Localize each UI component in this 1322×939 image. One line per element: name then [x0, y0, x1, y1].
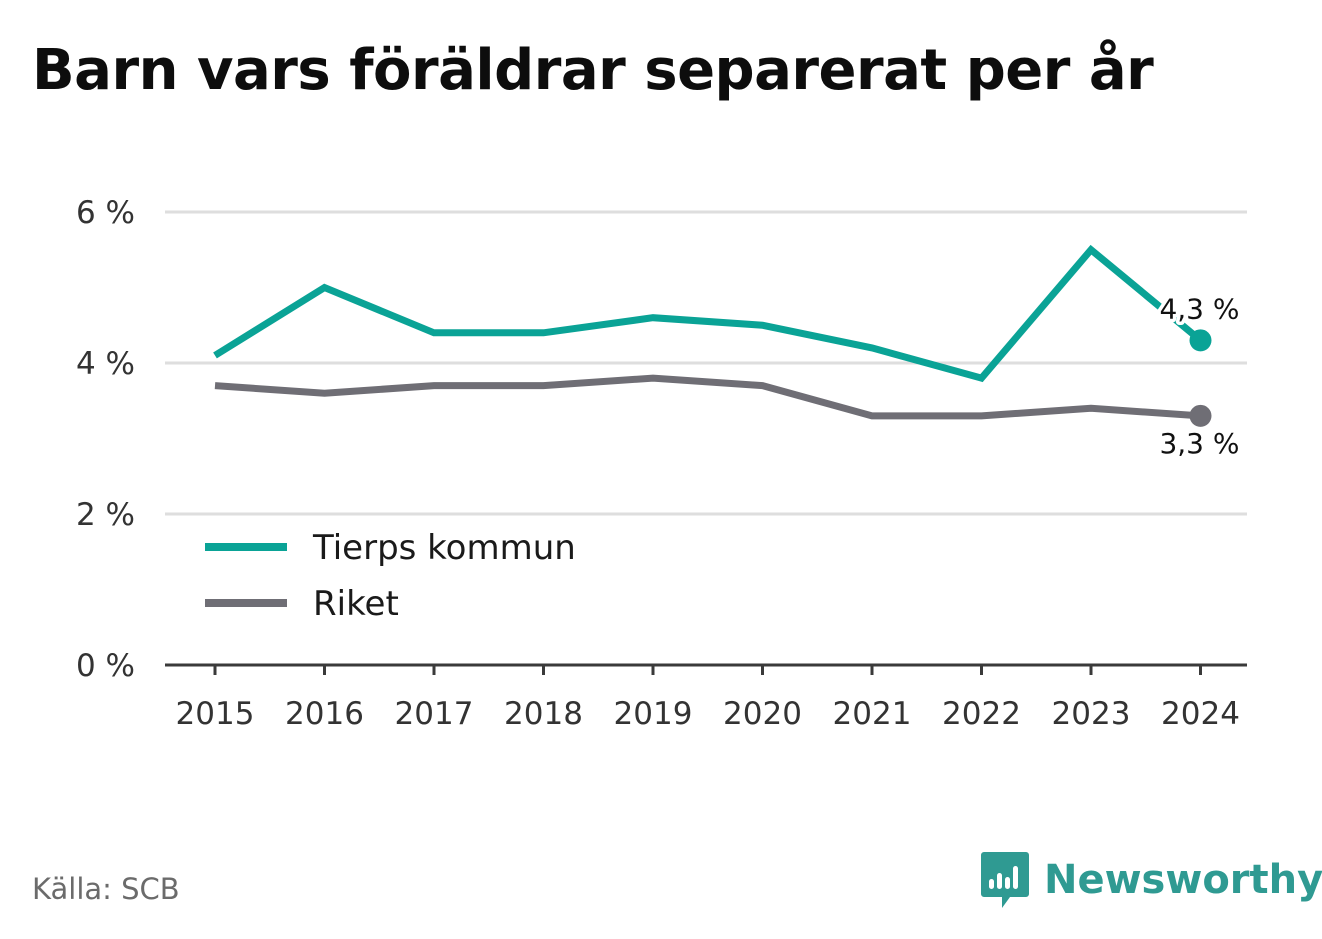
- x-tick-label: 2023: [1052, 696, 1131, 732]
- series-line: [214, 374, 1201, 420]
- x-axis-ticks: 2015 2016 2017 2018 2019 2020 2021 2022 2023 2024: [165, 663, 1247, 732]
- y-tick-label: 6 %: [76, 195, 135, 231]
- series-end-label: 3,3 %: [1159, 427, 1239, 460]
- series-end-point: [1189, 404, 1212, 427]
- y-tick-label: 2 %: [76, 497, 135, 533]
- x-tick-label: 2019: [614, 696, 693, 732]
- series-end-point: [1189, 329, 1212, 352]
- x-tick-label: 2016: [285, 696, 364, 732]
- bar-chart-speech-bubble-icon: [981, 852, 1029, 908]
- chart-title: Barn vars föräldrar separerat per år: [32, 38, 1154, 103]
- line-chart: 0 % 2 % 4 % 6 % 2015 2016 2017 2018 2019 2020 202…: [76, 195, 1247, 732]
- end-labels: 4,3 % 3,3 %: [1156, 289, 1243, 464]
- y-axis-ticks: 0 % 2 % 4 % 6 %: [76, 195, 135, 684]
- series-line: [213, 244, 1203, 383]
- legend-background: [190, 517, 602, 635]
- grid-lines: [165, 210, 1247, 516]
- brand-name: Newsworthy: [1044, 857, 1322, 903]
- legend-label: Riket: [313, 584, 399, 624]
- source-note: Källa: SCB: [32, 872, 180, 906]
- x-tick-label: 2021: [833, 696, 912, 732]
- legend: Tierps kommun Riket: [190, 517, 602, 635]
- x-tick-label: 2015: [176, 696, 255, 732]
- x-tick-label: 2024: [1161, 696, 1240, 732]
- legend-label: Tierps kommun: [312, 528, 576, 568]
- x-tick-label: 2017: [395, 696, 474, 732]
- x-tick-label: 2020: [723, 696, 802, 732]
- series-end-label: 4,3 %: [1159, 292, 1239, 325]
- y-tick-label: 0 %: [76, 648, 135, 684]
- x-tick-label: 2022: [942, 696, 1021, 732]
- x-tick-label: 2018: [504, 696, 583, 732]
- brand: Newsworthy: [980, 848, 1322, 912]
- y-tick-label: 4 %: [76, 346, 135, 382]
- series-lines: [213, 244, 1212, 427]
